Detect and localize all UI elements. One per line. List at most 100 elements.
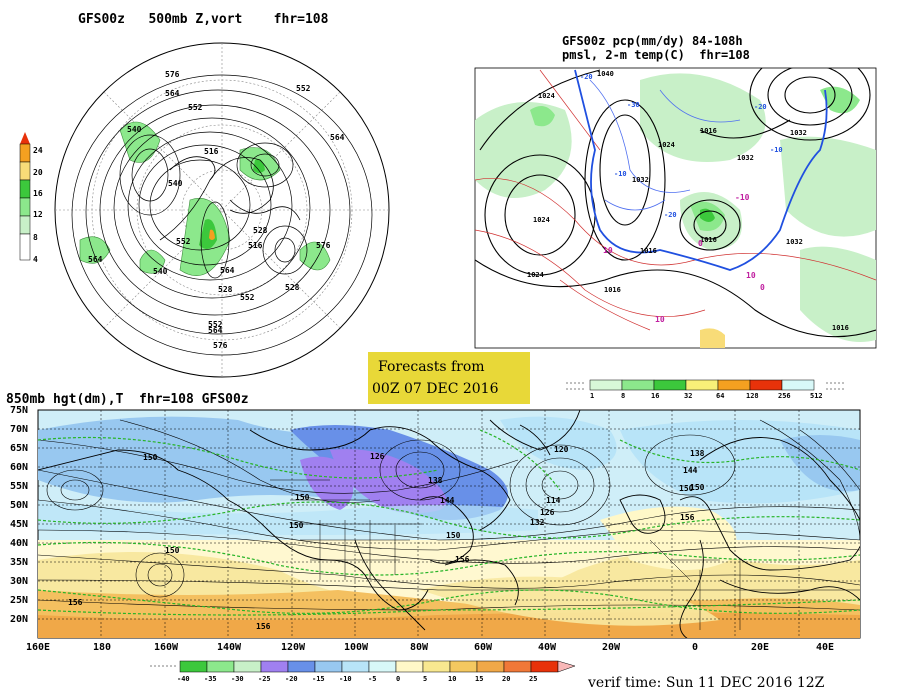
verif-time: verif time: Sun 11 DEC 2016 12Z <box>588 675 825 691</box>
isobar-label: 1024 <box>527 271 544 279</box>
temp-label: 10 <box>603 246 613 255</box>
temp-scale-label: -20 <box>285 675 298 683</box>
height-label: 120 <box>554 445 569 454</box>
contour-label: 564 <box>88 255 103 264</box>
panel-500mb-title: GFS00z 500mb Z,vort fhr=108 <box>78 12 329 27</box>
height-label: 114 <box>546 496 561 505</box>
vort-color-scale <box>19 132 31 261</box>
lon-label: 140W <box>217 642 242 653</box>
lat-label: 50N <box>10 500 29 511</box>
temp-label: 10 <box>655 315 665 324</box>
pcp-scale-label: 256 <box>778 392 791 400</box>
vort-scale-label: 20 <box>33 168 43 177</box>
isobar-label: 1024 <box>533 216 550 224</box>
temp-scale-label: -40 <box>177 675 190 683</box>
temp-scale-label: 15 <box>475 675 484 683</box>
height-label: 144 <box>683 466 698 475</box>
polar-map-500mb: 576 564 552 540 516 540 528 552 564 516 … <box>54 42 390 378</box>
contour-label: 528 <box>218 285 233 294</box>
height-label: 150 <box>143 453 158 462</box>
isobar-label: 1024 <box>658 141 675 149</box>
lon-label: 60W <box>474 642 493 653</box>
contour-label: 552 <box>296 84 311 93</box>
contour-label: 528 <box>253 226 268 235</box>
pcp-scale-label: 128 <box>746 392 759 400</box>
vort-scale-label: 16 <box>33 189 43 198</box>
lat-label: 65N <box>10 443 29 454</box>
temp-color-scale <box>150 660 576 673</box>
panel-850mb-title: 850mb hgt(dm),T fhr=108 GFS00z <box>6 392 249 407</box>
pcp-scale-label: 32 <box>684 392 693 400</box>
isobar-label: 1016 <box>640 247 657 255</box>
isobar-label: 1040 <box>597 70 614 78</box>
pcp-scale-label: 16 <box>651 392 660 400</box>
temp-scale-label: 5 <box>423 675 428 683</box>
temp-label: -10 <box>614 170 627 178</box>
contour-label: 564 <box>208 326 223 335</box>
lon-label: 40E <box>816 642 835 653</box>
isobar-label: 1016 <box>700 236 717 244</box>
lat-label: 20N <box>10 614 29 625</box>
temp-label: -20 <box>664 211 677 219</box>
temp-label: -20 <box>580 73 593 81</box>
contour-label: 540 <box>127 125 142 134</box>
contour-label: 564 <box>330 133 345 142</box>
height-label: 150 <box>165 546 180 555</box>
temp-scale-label: 10 <box>448 675 457 683</box>
temp-scale-label: -5 <box>368 675 377 683</box>
lat-label: 40N <box>10 538 29 549</box>
lon-label: 80W <box>410 642 429 653</box>
isobar-label: 1032 <box>632 176 649 184</box>
isobar-label: 1032 <box>790 129 807 137</box>
temp-scale-label: -25 <box>258 675 271 683</box>
banner-line-1: Forecasts from <box>378 359 485 375</box>
isobar-label: 1016 <box>604 286 621 294</box>
pcp-pmsl-map: 1024 1040 1016 1024 1032 1032 1024 1016 … <box>474 67 877 349</box>
forecast-banner: Forecasts from 00Z 07 DEC 2016 <box>368 352 530 404</box>
lat-label: 75N <box>10 405 29 416</box>
vort-scale-label: 4 <box>33 255 38 264</box>
height-label: 156 <box>455 555 470 564</box>
temp-scale-label: 20 <box>502 675 511 683</box>
contour-label: 528 <box>285 283 300 292</box>
temp-label: -30 <box>627 101 640 109</box>
banner-line-2: 00Z 07 DEC 2016 <box>372 381 499 397</box>
lon-label: 160W <box>154 642 179 653</box>
panel-pcp-title-1: GFS00z pcp(mm/dy) 84-108h <box>562 34 743 48</box>
contour-label: 540 <box>168 179 183 188</box>
lat-label: 45N <box>10 519 29 530</box>
height-label: 150 <box>690 483 705 492</box>
contour-label: 540 <box>153 267 168 276</box>
isobar-label: 1016 <box>700 127 717 135</box>
lon-label: 180 <box>93 642 112 653</box>
temp-scale-label: -35 <box>204 675 217 683</box>
temp-scale-label: -10 <box>339 675 352 683</box>
contour-label: 552 <box>176 237 191 246</box>
lon-label: 20E <box>751 642 770 653</box>
contour-label: 552 <box>188 103 203 112</box>
contour-label: 576 <box>213 341 228 350</box>
isobar-label: 1032 <box>737 154 754 162</box>
isobar-label: 1016 <box>832 324 849 332</box>
temp-label: 0 <box>698 239 703 248</box>
lon-label: 0 <box>692 642 699 653</box>
map-850mb: 150 126 120 138 138 144 150 150 114 126 … <box>37 409 861 639</box>
temp-label: 0 <box>760 283 765 292</box>
contour-label: 564 <box>220 266 235 275</box>
pcp-scale-label: 8 <box>621 392 626 400</box>
height-label: 156 <box>680 513 695 522</box>
isobar-label: 1024 <box>538 92 555 100</box>
pcp-color-scale <box>566 379 844 391</box>
temp-label: -20 <box>754 103 767 111</box>
height-label: 138 <box>428 476 443 485</box>
lon-label: 120W <box>281 642 306 653</box>
lat-label: 30N <box>10 576 29 587</box>
lon-label: 20W <box>602 642 621 653</box>
lon-label: 40W <box>538 642 557 653</box>
pcp-scale-label: 64 <box>716 392 725 400</box>
temp-scale-label: -15 <box>312 675 325 683</box>
contour-label: 576 <box>316 241 331 250</box>
contour-label: 552 <box>208 320 223 329</box>
temp-scale-label: 25 <box>529 675 538 683</box>
